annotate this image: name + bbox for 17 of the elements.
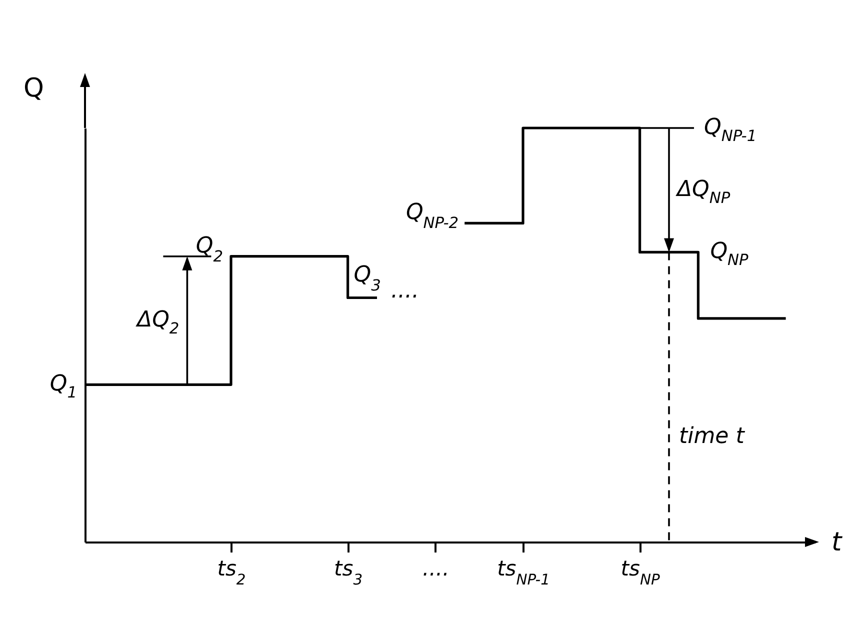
annotation: time t bbox=[679, 424, 746, 450]
annotation: Q$_{2}$ bbox=[196, 233, 223, 266]
x-tick-label: ts$_{NP}$ bbox=[620, 556, 660, 588]
x-tick-label: ts$_{3}$ bbox=[334, 556, 363, 588]
annotation: .... bbox=[391, 278, 419, 304]
y-axis-title: Q bbox=[24, 74, 44, 104]
annotation: Q$_{NP-2}$ bbox=[406, 200, 459, 232]
annotation: ΔQ$_{2}$ bbox=[135, 308, 180, 338]
x-tick-label: .... bbox=[422, 556, 450, 580]
text: Q$_{1}$ bbox=[50, 372, 77, 402]
annotation: Q$_{NP-1}$ bbox=[704, 115, 757, 146]
x-tick-label: ts$_{NP-1}$ bbox=[497, 556, 550, 588]
x-tick-label: ts$_{2}$ bbox=[217, 556, 246, 588]
x-axis-title: t bbox=[832, 528, 842, 558]
annotation: Q$_{3}$ bbox=[354, 262, 381, 295]
annotation: Q$_{NP}$ bbox=[710, 239, 750, 270]
annotation: ΔQ$_{NP}$ bbox=[675, 177, 731, 208]
